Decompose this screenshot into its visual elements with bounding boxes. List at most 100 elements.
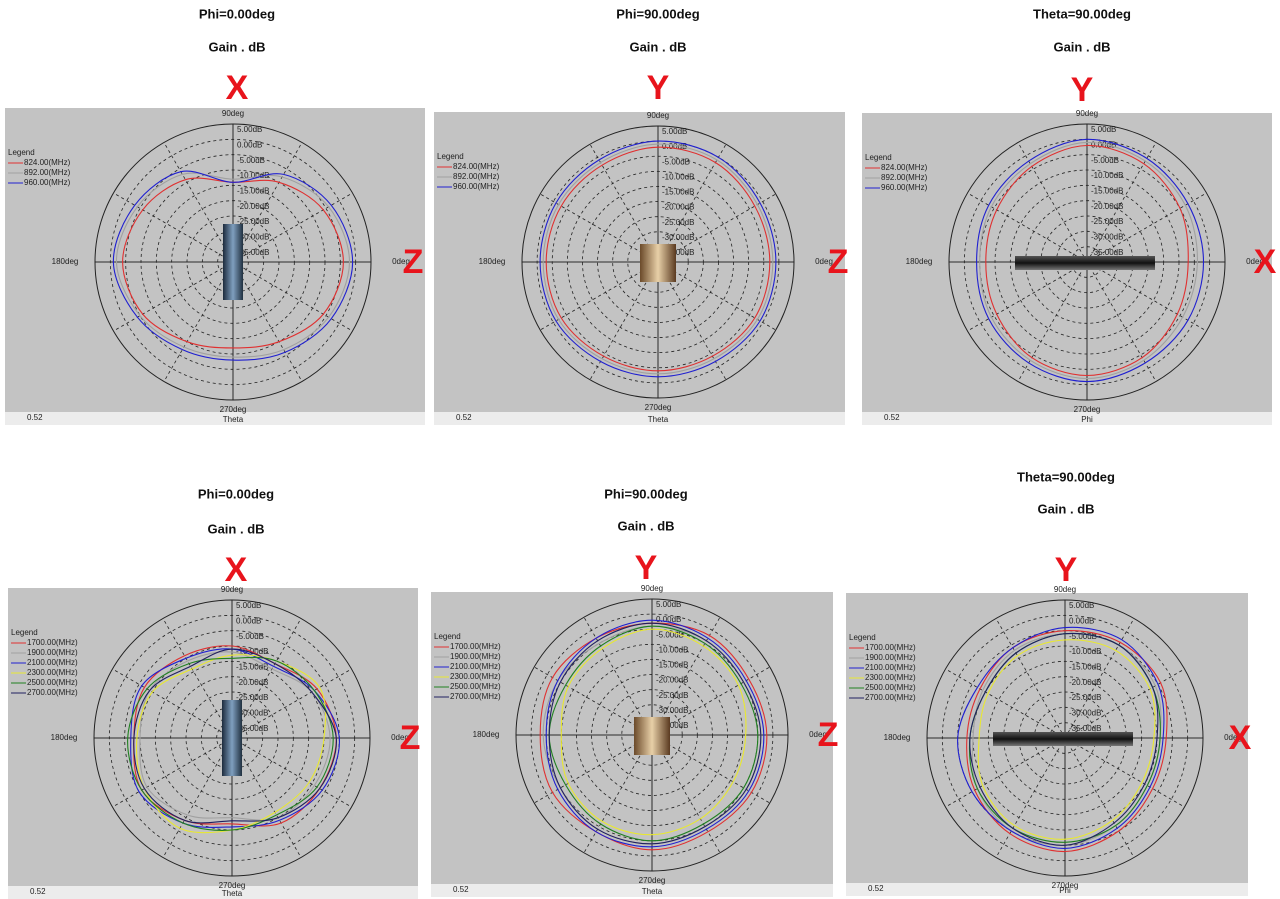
angle-tick-label: 0deg — [1224, 733, 1242, 742]
legend-label: 824.00(MHz) — [453, 162, 500, 171]
series-line — [985, 144, 1189, 377]
angle-tick-label: 270deg — [220, 405, 247, 414]
r-tick-label: -20.00dB — [237, 202, 269, 211]
legend-title: Legend — [865, 153, 892, 162]
footer-value: 0.52 — [884, 413, 900, 422]
spoke — [163, 142, 234, 263]
footer-value: 0.52 — [30, 887, 46, 896]
r-tick-label: -5.00dB — [1069, 632, 1097, 641]
spoke — [657, 261, 727, 380]
footer-value: 0.52 — [868, 884, 884, 893]
angle-tick-label: 0deg — [391, 733, 409, 742]
legend-label: 2700.00(MHz) — [865, 693, 916, 702]
angle-tick-label: 270deg — [639, 876, 666, 885]
r-tick-label: -15.00dB — [1069, 662, 1101, 671]
spoke — [651, 666, 770, 736]
r-tick-label: -10.00dB — [237, 171, 269, 180]
legend-label: 960.00(MHz) — [453, 182, 500, 191]
axis-letter-top: Y — [1055, 551, 1078, 589]
legend-title: Legend — [437, 152, 464, 161]
footer-label: Theta — [648, 415, 669, 424]
angle-tick-label: 90deg — [222, 109, 244, 118]
r-tick-label: -10.00dB — [1091, 171, 1123, 180]
chart-subtitle: Gain . dB — [1053, 39, 1110, 54]
antenna-photo — [223, 224, 243, 300]
spoke — [651, 734, 721, 853]
angle-tick-label: 180deg — [479, 257, 506, 266]
angle-tick-label: 90deg — [1054, 585, 1076, 594]
legend-label: 2100.00(MHz) — [865, 663, 916, 672]
r-tick-label: -25.00dB — [237, 217, 269, 226]
r-tick-label: -35.00dB — [237, 248, 269, 257]
footer-strip — [434, 412, 845, 425]
angle-tick-label: 90deg — [221, 585, 243, 594]
r-tick-label: 5.00dB — [237, 125, 262, 134]
r-tick-label: 0.00dB — [1091, 140, 1116, 149]
r-tick-label: -25.00dB — [1069, 693, 1101, 702]
r-tick-label: -25.00dB — [1091, 217, 1123, 226]
legend-label: 1700.00(MHz) — [450, 642, 501, 651]
spoke — [995, 737, 1066, 858]
spoke — [540, 193, 659, 263]
chart-title: Phi=90.00deg — [616, 6, 700, 21]
spoke — [1086, 142, 1157, 263]
angle-tick-label: 180deg — [51, 733, 78, 742]
r-tick-label: -30.00dB — [1069, 708, 1101, 717]
r-tick-label: 5.00dB — [1091, 125, 1116, 134]
angle-tick-label: 270deg — [219, 881, 246, 890]
legend-label: 1900.00(MHz) — [865, 653, 916, 662]
footer-value: 0.52 — [453, 885, 469, 894]
series-line — [966, 630, 1168, 853]
r-tick-label: -25.00dB — [656, 691, 688, 700]
series-line — [130, 648, 340, 828]
r-tick-label: -35.00dB — [1091, 248, 1123, 257]
r-tick-label: -30.00dB — [1091, 232, 1123, 241]
axis-letter-top: Y — [635, 549, 658, 587]
footer-label: Phi — [1081, 415, 1093, 424]
plot-background — [8, 588, 418, 886]
series-line — [977, 639, 1156, 840]
legend-label: 824.00(MHz) — [881, 163, 928, 172]
spoke — [232, 142, 303, 263]
spoke — [1064, 618, 1135, 739]
chart-subtitle: Gain . dB — [629, 39, 686, 54]
spoke — [589, 144, 659, 263]
spoke — [162, 618, 233, 739]
r-tick-label: -35.00dB — [236, 724, 268, 733]
legend-label: 2100.00(MHz) — [27, 658, 78, 667]
angle-tick-label: 0deg — [809, 730, 827, 739]
axis-letter-right: Z — [403, 243, 424, 281]
spoke — [1064, 737, 1135, 858]
angle-tick-label: 90deg — [1076, 109, 1098, 118]
r-tick-label: -10.00dB — [656, 645, 688, 654]
series-line — [545, 619, 765, 848]
chart-subtitle: Gain . dB — [617, 518, 674, 533]
spoke — [657, 261, 776, 331]
antenna-photo — [222, 700, 242, 776]
footer-value: 0.52 — [456, 413, 472, 422]
series-line — [548, 622, 762, 845]
legend-label: 2700.00(MHz) — [27, 688, 78, 697]
r-tick-label: -15.00dB — [237, 186, 269, 195]
footer-strip — [846, 883, 1248, 896]
chart-title: Phi=90.00deg — [604, 486, 688, 501]
spoke — [113, 192, 234, 263]
angle-tick-label: 0deg — [815, 257, 833, 266]
r-tick-label: -5.00dB — [236, 632, 264, 641]
series-line — [115, 172, 351, 358]
legend-label: 960.00(MHz) — [24, 178, 71, 187]
series-line — [560, 628, 747, 836]
r-tick-label: -35.00dB — [662, 248, 694, 257]
legend-label: 960.00(MHz) — [881, 183, 928, 192]
r-tick-label: -10.00dB — [662, 172, 694, 181]
series-line — [969, 632, 1159, 846]
r-tick-label: -15.00dB — [656, 661, 688, 670]
footer-label: Theta — [642, 887, 663, 896]
spoke — [540, 261, 659, 331]
spoke — [657, 193, 776, 263]
antenna-photo — [634, 717, 670, 755]
series-line — [112, 170, 354, 361]
spoke — [534, 734, 653, 804]
axis-letter-right: X — [1254, 243, 1277, 281]
